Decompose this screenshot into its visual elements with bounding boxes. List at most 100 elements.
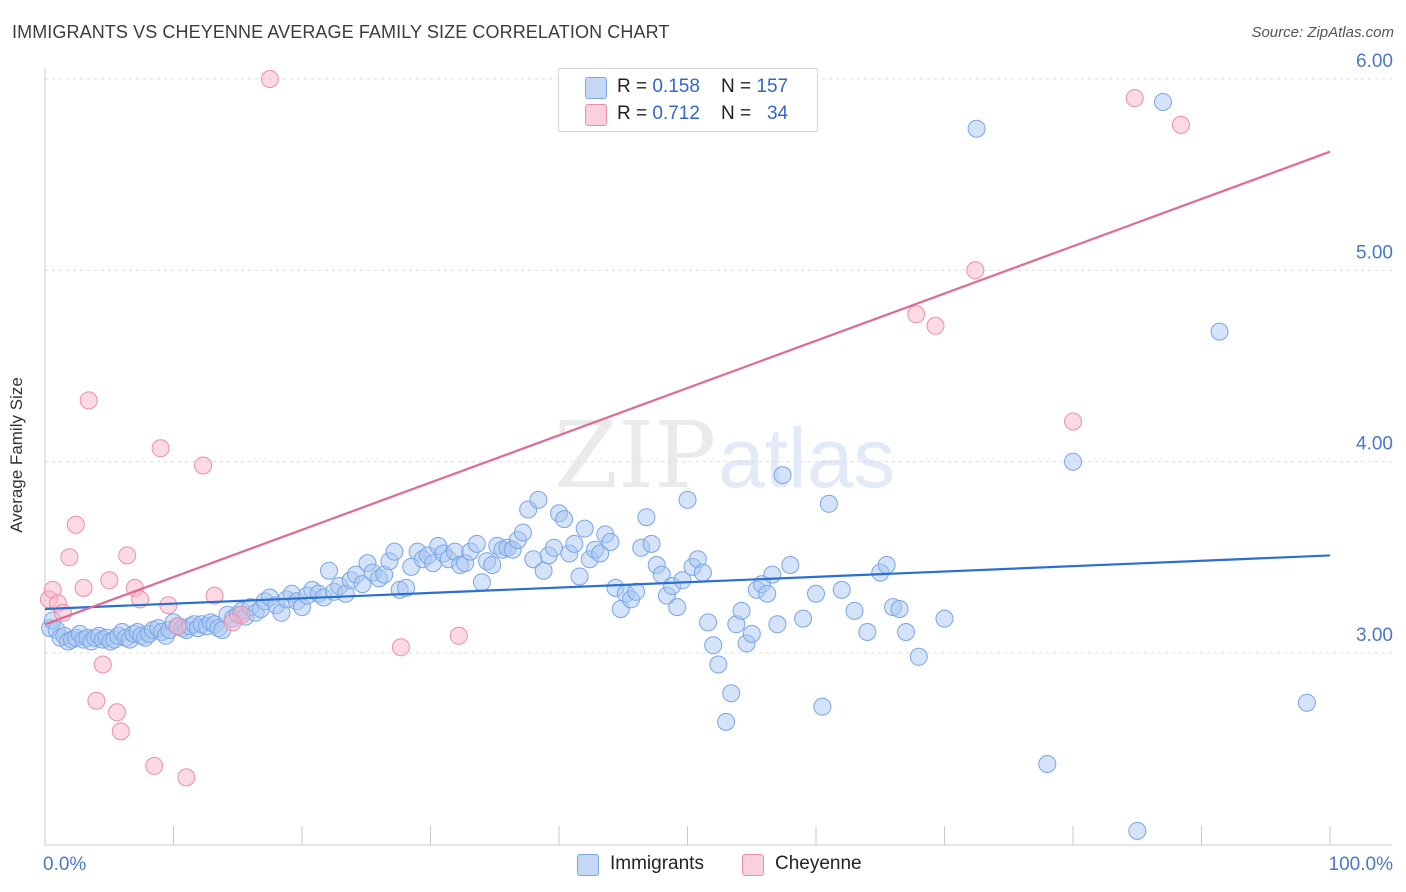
data-point-cheyenne (118, 546, 137, 565)
data-point-immigrants (1064, 452, 1082, 471)
legend-n-value: 34 (766, 103, 789, 124)
data-point-cheyenne (145, 756, 164, 775)
data-point-cheyenne (194, 456, 213, 475)
tick-labels: 3.00 4.00 5.00 6.00 0.0% 100.0% (43, 51, 1393, 875)
data-point-immigrants (397, 578, 416, 597)
data-point-immigrants (1038, 755, 1057, 773)
data-point-cheyenne (449, 626, 468, 645)
watermark-atlas: atlas (718, 411, 895, 505)
data-point-immigrants (709, 655, 728, 674)
y-tick-label: 6.00 (1356, 51, 1393, 72)
data-point-immigrants (353, 575, 372, 594)
data-point-immigrants (642, 534, 661, 553)
data-point-immigrants (967, 119, 986, 138)
data-point-cheyenne (111, 722, 130, 741)
legend-r-label: R = (617, 103, 653, 124)
data-point-immigrants (693, 563, 712, 582)
legend-text-cheyenne: R = 0.712 N = 34 (617, 103, 788, 125)
legend-n-label: N = (721, 103, 757, 124)
data-point-cheyenne (151, 439, 170, 458)
data-point-immigrants (637, 508, 656, 527)
data-point-immigrants (673, 571, 692, 590)
data-point-cheyenne (87, 691, 106, 710)
y-axis-label: Average Family Size (7, 377, 26, 533)
legend-label-immigrants: Immigrants (610, 853, 704, 874)
y-tick-label: 4.00 (1356, 434, 1393, 455)
data-point-immigrants (935, 609, 954, 628)
data-point-immigrants (699, 613, 718, 632)
data-point-cheyenne (79, 391, 98, 410)
data-point-immigrants (514, 523, 532, 542)
axes (44, 68, 1392, 846)
data-point-immigrants (570, 567, 589, 586)
data-point-immigrants (732, 601, 751, 620)
data-point-cheyenne (74, 578, 93, 597)
data-point-cheyenne (907, 305, 926, 324)
data-point-immigrants (472, 573, 491, 592)
data-point-immigrants (1154, 93, 1172, 111)
data-point-immigrants (668, 598, 687, 617)
legend-series: Immigrants Cheyenne (0, 852, 1406, 878)
data-point-cheyenne (159, 596, 178, 615)
data-point-cheyenne (168, 617, 187, 636)
data-point-immigrants (565, 534, 584, 553)
data-point-immigrants (781, 556, 800, 574)
data-point-immigrants (909, 647, 928, 666)
data-point-immigrants (591, 544, 610, 563)
data-point-cheyenne (966, 261, 985, 280)
trend-lines (44, 150, 1331, 626)
data-point-immigrants (794, 609, 813, 628)
data-point-immigrants (483, 556, 502, 574)
data-point-immigrants (385, 542, 404, 561)
data-point-cheyenne (1171, 115, 1190, 134)
legend-r-value: 0.712 (652, 103, 700, 124)
data-point-immigrants (858, 623, 877, 641)
data-point-immigrants (807, 584, 825, 603)
data-point-immigrants (704, 636, 723, 655)
data-point-immigrants (1297, 693, 1316, 712)
data-point-cheyenne (391, 638, 410, 657)
y-tick-label: 5.00 (1356, 242, 1393, 263)
data-point-cheyenne (177, 768, 196, 787)
data-point-cheyenne (131, 590, 150, 609)
data-point-cheyenne (66, 515, 85, 534)
legend-label-cheyenne: Cheyenne (775, 853, 862, 874)
data-point-cheyenne (1125, 89, 1144, 108)
data-point-immigrants (813, 697, 832, 716)
data-point-immigrants (722, 684, 741, 703)
data-point-immigrants (897, 623, 915, 641)
legend-swatch-cheyenne (585, 104, 607, 126)
data-point-immigrants (529, 490, 548, 509)
data-point-immigrants (763, 565, 782, 584)
chart-title: IMMIGRANTS VS CHEYENNE AVERAGE FAMILY SI… (12, 22, 670, 42)
y-tick-label: 3.00 (1356, 625, 1393, 646)
data-point-immigrants (832, 580, 851, 599)
data-point-immigrants (601, 533, 620, 551)
trend-line-immigrants (44, 554, 1331, 611)
data-point-immigrants (544, 538, 563, 557)
data-point-immigrants (819, 494, 838, 513)
data-point-immigrants (575, 519, 594, 538)
legend-r-label: R = (617, 76, 653, 97)
data-point-immigrants (768, 615, 787, 634)
data-point-immigrants (555, 510, 574, 529)
data-point-immigrants (467, 534, 486, 553)
legend-swatch-immigrants (585, 77, 607, 99)
data-point-immigrants (742, 624, 761, 643)
data-point-cheyenne (60, 548, 79, 567)
legend-stats: R = 0.158 N = 157 R = 0.712 N = 34 (558, 68, 818, 132)
data-point-cheyenne (260, 70, 279, 88)
data-point-immigrants (877, 556, 896, 574)
data-point-cheyenne (926, 316, 945, 335)
source-note: Source: ZipAtlas.com (1251, 24, 1394, 41)
legend-r-value: 0.158 (652, 76, 700, 97)
data-point-immigrants (1128, 821, 1147, 840)
data-point-cheyenne (223, 613, 242, 632)
series-cheyenne-points (39, 70, 1190, 787)
legend-n-value: 157 (756, 76, 789, 97)
x-tick-label: 100.0% (1329, 854, 1394, 875)
data-point-immigrants (717, 712, 736, 731)
data-point-cheyenne (205, 586, 224, 605)
data-point-cheyenne (100, 571, 119, 590)
